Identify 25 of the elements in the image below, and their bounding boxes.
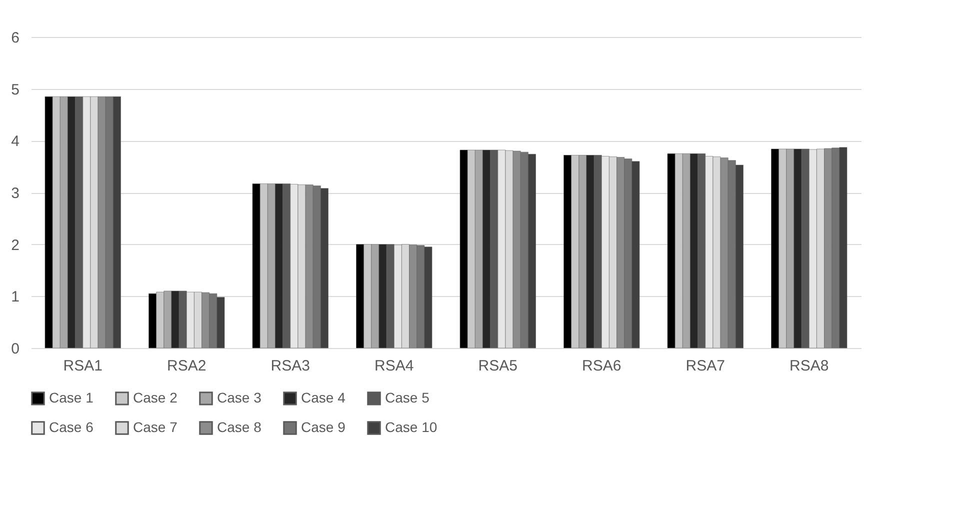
legend-label: Case 2 bbox=[133, 389, 178, 406]
x-tick-label: RSA8 bbox=[790, 358, 829, 374]
y-tick-label: 3 bbox=[11, 185, 20, 202]
x-tick-label: RSA5 bbox=[478, 358, 518, 374]
x-tick-label: RSA1 bbox=[63, 358, 102, 374]
x-tick-label: RSA6 bbox=[582, 358, 622, 374]
x-tick-label: RSA2 bbox=[167, 358, 206, 374]
y-tick-label: 1 bbox=[11, 288, 20, 306]
legend-label: Case 3 bbox=[217, 389, 262, 406]
legend-label: Case 6 bbox=[49, 419, 94, 435]
legend-label: Case 8 bbox=[217, 419, 262, 435]
legend-label: Case 9 bbox=[301, 419, 346, 435]
y-tick-label: 6 bbox=[11, 30, 20, 46]
y-tick-label: 4 bbox=[11, 133, 20, 150]
x-tick-label: RSA3 bbox=[270, 358, 310, 374]
legend-label: Case 5 bbox=[385, 389, 430, 406]
y-tick-label: 2 bbox=[11, 236, 20, 254]
legend-label: Case 1 bbox=[49, 389, 94, 406]
x-tick-label: RSA7 bbox=[686, 358, 725, 374]
legend-label: Case 4 bbox=[301, 389, 346, 406]
legend-label: Case 10 bbox=[385, 419, 438, 435]
x-tick-label: RSA4 bbox=[374, 358, 414, 374]
y-tick-label: 5 bbox=[11, 81, 20, 98]
legend-label: Case 7 bbox=[133, 419, 178, 435]
y-tick-label: 0 bbox=[11, 340, 20, 358]
